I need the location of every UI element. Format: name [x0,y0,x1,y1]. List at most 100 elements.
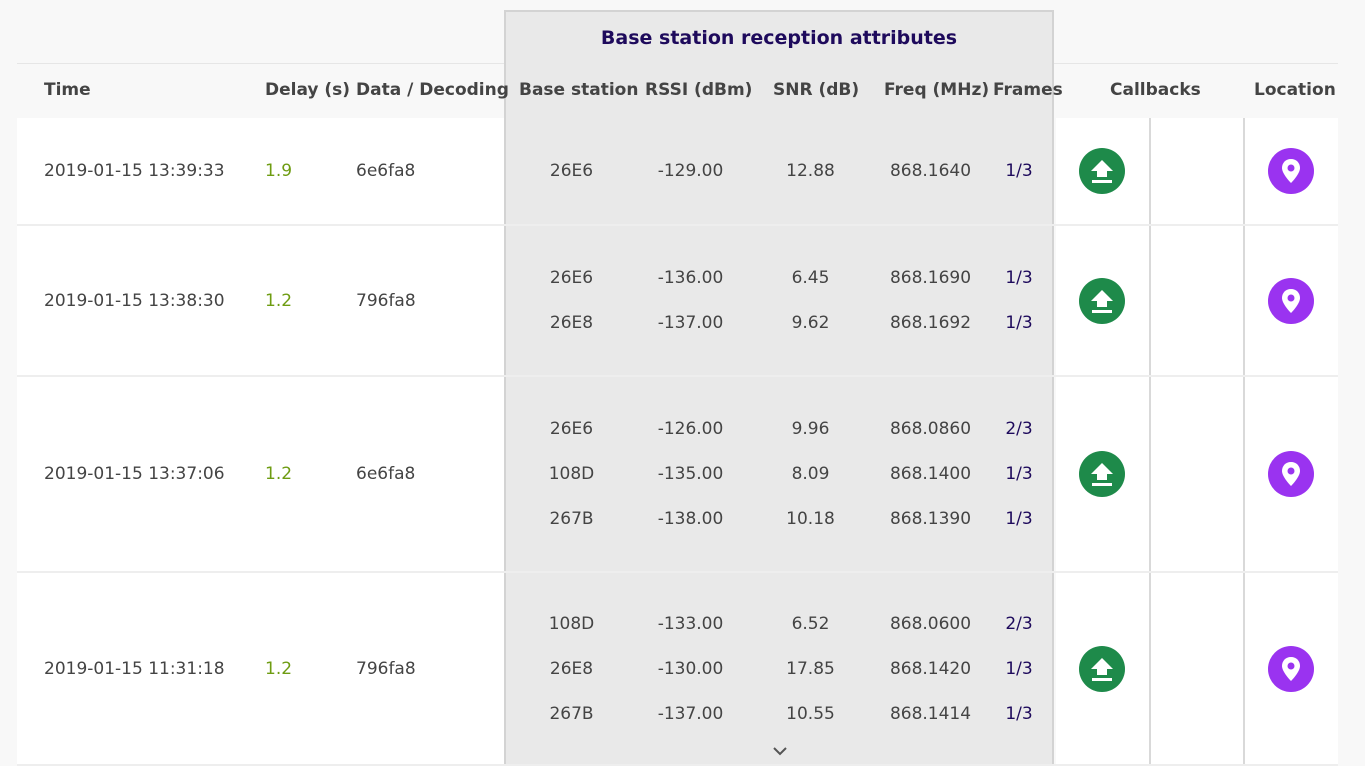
station-frames: 1/3 [1005,161,1033,181]
map-pin-icon [1282,159,1300,183]
station-frames: 1/3 [1005,658,1033,679]
station-frames: 2/3 [1005,419,1033,439]
row-divider [17,571,1338,573]
row-data-decoding[interactable]: 6e6fa8 [356,161,416,181]
station-snr: 12.88 [786,161,835,181]
station-rssi: -130.00 [657,658,724,679]
upload-icon [1091,657,1113,681]
station-rssi: -138.00 [657,509,724,529]
column-divider [1149,377,1151,571]
station-snr: 6.52 [791,613,830,634]
row-data-decoding[interactable]: 796fa8 [356,658,416,679]
station-snr: 17.85 [786,658,835,679]
station-rssi: -136.00 [657,268,724,288]
row-divider [17,224,1338,226]
station-id: 267B [549,509,594,529]
location-button[interactable] [1268,277,1314,324]
column-divider [1149,226,1151,375]
station-id: 267B [549,703,594,724]
row-data-decoding[interactable]: 796fa8 [356,290,416,311]
station-rssi: -137.00 [657,313,724,333]
station-freq: 868.1640 [889,161,972,181]
row-time: 2019-01-15 13:38:30 [44,290,225,311]
column-divider [1149,573,1151,764]
header-location: Location [1254,80,1336,100]
station-freq: 868.1420 [889,658,972,679]
station-snr: 6.45 [791,268,830,288]
header-callbacks: Callbacks [1110,80,1201,100]
header-delay[interactable]: Delay (s) [265,80,351,100]
row-time: 2019-01-15 13:39:33 [44,161,225,181]
location-button[interactable] [1268,645,1314,692]
column-divider [1149,118,1151,224]
row-delay: 1.2 [265,464,293,484]
header-snr[interactable]: SNR (dB) [773,80,860,100]
table-row[interactable] [17,118,504,224]
header-base-station[interactable]: Base station [519,80,639,100]
header-rssi[interactable]: RSSI (dBm) [645,80,753,100]
header-data-decoding[interactable]: Data / Decoding [356,80,509,100]
station-snr: 9.62 [791,313,830,333]
station-freq: 868.1692 [889,313,972,333]
column-divider [1243,118,1245,224]
location-button[interactable] [1268,148,1314,194]
station-freq: 868.0860 [889,419,972,439]
row-delay: 1.9 [265,161,293,181]
header-freq[interactable]: Freq (MHz) [884,80,990,100]
map-pin-icon [1282,288,1300,313]
chevron-down-icon[interactable] [770,743,790,757]
map-pin-icon [1282,656,1300,681]
station-freq: 868.1390 [889,509,972,529]
station-frames: 2/3 [1005,613,1033,634]
callback-button[interactable] [1079,277,1125,324]
table-row[interactable] [17,573,504,764]
station-id: 26E6 [549,419,594,439]
column-divider [1243,226,1245,375]
station-rssi: -133.00 [657,613,724,634]
station-freq: 868.1400 [889,464,972,484]
station-snr: 10.18 [786,509,835,529]
row-delay: 1.2 [265,290,293,311]
map-pin-icon [1282,462,1300,486]
callback-button[interactable] [1079,645,1125,692]
station-rssi: -129.00 [657,161,724,181]
station-id: 26E6 [549,161,594,181]
row-data-decoding[interactable]: 6e6fa8 [356,464,416,484]
table-row[interactable] [17,226,504,375]
station-freq: 868.0600 [889,613,972,634]
station-freq: 868.1414 [889,703,972,724]
callback-button[interactable] [1079,148,1125,194]
station-freq: 868.1690 [889,268,972,288]
station-id: 26E8 [549,658,594,679]
reception-attributes-column [504,63,1054,764]
column-divider [1243,377,1245,571]
upload-icon [1091,463,1113,486]
upload-icon [1091,160,1113,183]
row-time: 2019-01-15 11:31:18 [44,658,225,679]
station-id: 108D [548,613,595,634]
station-frames: 1/3 [1005,509,1033,529]
header-frames[interactable]: Frames [993,80,1063,100]
station-rssi: -126.00 [657,419,724,439]
station-snr: 8.09 [791,464,830,484]
station-id: 26E6 [549,268,594,288]
callback-button[interactable] [1079,451,1125,497]
header-time[interactable]: Time [44,80,91,100]
station-snr: 9.96 [791,419,830,439]
row-time: 2019-01-15 13:37:06 [44,464,225,484]
upload-icon [1091,289,1113,313]
table-row[interactable] [17,377,504,571]
location-button[interactable] [1268,451,1314,497]
station-frames: 1/3 [1005,313,1033,333]
station-frames: 1/3 [1005,703,1033,724]
row-delay: 1.2 [265,658,293,679]
station-id: 108D [548,464,595,484]
station-frames: 1/3 [1005,268,1033,288]
station-rssi: -137.00 [657,703,724,724]
station-snr: 10.55 [786,703,835,724]
station-rssi: -135.00 [657,464,724,484]
group-header-reception-attributes: Base station reception attributes [504,10,1054,63]
row-divider [17,375,1338,377]
station-frames: 1/3 [1005,464,1033,484]
column-divider [1243,573,1245,764]
